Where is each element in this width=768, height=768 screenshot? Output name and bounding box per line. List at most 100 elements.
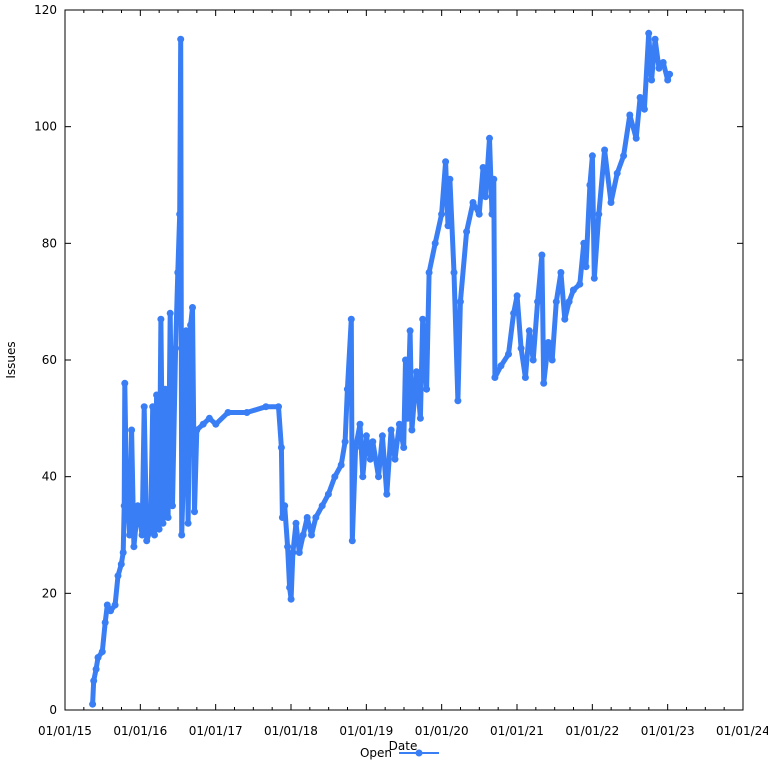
data-point	[184, 519, 192, 527]
data-point	[166, 309, 174, 317]
y-tick-label: 120	[34, 3, 57, 17]
data-point	[442, 158, 450, 166]
data-point	[117, 560, 125, 568]
data-point	[362, 432, 370, 440]
data-point	[337, 461, 345, 469]
data-point	[143, 537, 151, 545]
x-tick-label: 01/01/18	[264, 724, 318, 738]
data-point	[107, 607, 115, 615]
data-point	[607, 199, 615, 206]
x-tick-label: 01/01/21	[490, 724, 544, 738]
data-point	[312, 514, 320, 521]
data-point	[284, 543, 292, 551]
data-point	[193, 426, 201, 434]
data-point	[224, 409, 232, 416]
data-point	[659, 59, 667, 66]
x-tick-label: 01/01/19	[339, 724, 393, 738]
y-tick-label: 20	[42, 586, 57, 600]
data-point	[544, 339, 552, 346]
data-point	[666, 70, 674, 78]
data-point	[153, 391, 161, 399]
data-point	[281, 502, 289, 510]
y-axis-label: Issues	[4, 341, 18, 378]
data-point	[375, 473, 382, 481]
data-point	[176, 210, 184, 218]
data-point	[378, 432, 386, 440]
data-point	[324, 490, 332, 498]
data-point	[613, 169, 621, 177]
x-tick-label: 01/01/23	[641, 724, 695, 738]
data-point	[178, 531, 186, 539]
data-point	[369, 438, 377, 446]
data-point	[212, 420, 220, 428]
data-point	[103, 601, 111, 609]
data-point	[134, 502, 142, 510]
data-point	[182, 327, 190, 335]
data-point	[413, 368, 420, 376]
data-point	[289, 549, 297, 556]
data-point	[275, 403, 282, 411]
data-point	[601, 146, 609, 154]
data-point	[189, 304, 196, 311]
data-point	[366, 455, 374, 463]
data-point	[513, 292, 521, 300]
y-axis: 0 20 40 60 80 100 120	[34, 3, 743, 717]
data-point	[491, 374, 499, 381]
data-point	[510, 309, 518, 317]
data-point	[438, 210, 446, 218]
data-point	[423, 385, 431, 393]
data-point	[147, 525, 155, 533]
data-point	[540, 379, 548, 387]
data-point	[159, 519, 167, 527]
data-point	[431, 239, 439, 247]
data-point	[299, 531, 307, 539]
data-point	[303, 514, 311, 521]
data-point	[277, 444, 285, 451]
data-point	[191, 508, 198, 516]
data-point	[130, 543, 138, 551]
data-point	[636, 94, 644, 101]
data-point	[151, 531, 158, 539]
data-point	[469, 199, 477, 206]
x-tick-label: 01/01/16	[113, 724, 167, 738]
data-point	[391, 455, 399, 463]
data-point	[140, 403, 148, 411]
data-point	[645, 29, 653, 37]
data-point	[655, 64, 663, 72]
data-point	[174, 269, 182, 276]
data-point	[475, 210, 483, 218]
data-point	[138, 531, 146, 539]
data-point	[497, 362, 505, 370]
data-point	[565, 298, 573, 306]
data-point	[348, 537, 356, 545]
data-point	[664, 76, 672, 84]
data-point	[425, 269, 433, 276]
data-point	[90, 677, 98, 685]
data-point	[343, 385, 351, 393]
data-point	[177, 35, 185, 43]
data-point	[586, 181, 594, 189]
data-point	[446, 175, 454, 183]
data-point	[121, 379, 129, 387]
series-layer	[89, 29, 674, 708]
data-point	[479, 164, 487, 171]
x-tick-label: 01/01/17	[189, 724, 243, 738]
x-tick-label: 01/01/24	[716, 724, 768, 738]
data-point	[626, 111, 634, 119]
data-point	[406, 327, 414, 335]
data-point	[114, 572, 122, 580]
data-point	[262, 403, 270, 411]
data-point	[486, 134, 493, 142]
data-point	[155, 525, 163, 533]
data-point	[199, 420, 207, 428]
data-point	[347, 315, 355, 323]
y-tick-label: 80	[42, 236, 57, 250]
legend: Open	[360, 746, 439, 760]
data-point	[576, 280, 584, 288]
data-point	[521, 374, 529, 381]
data-point	[205, 414, 213, 422]
data-point	[128, 426, 136, 434]
data-point	[278, 514, 286, 521]
data-point	[402, 356, 409, 364]
y-tick-label: 60	[42, 353, 57, 367]
